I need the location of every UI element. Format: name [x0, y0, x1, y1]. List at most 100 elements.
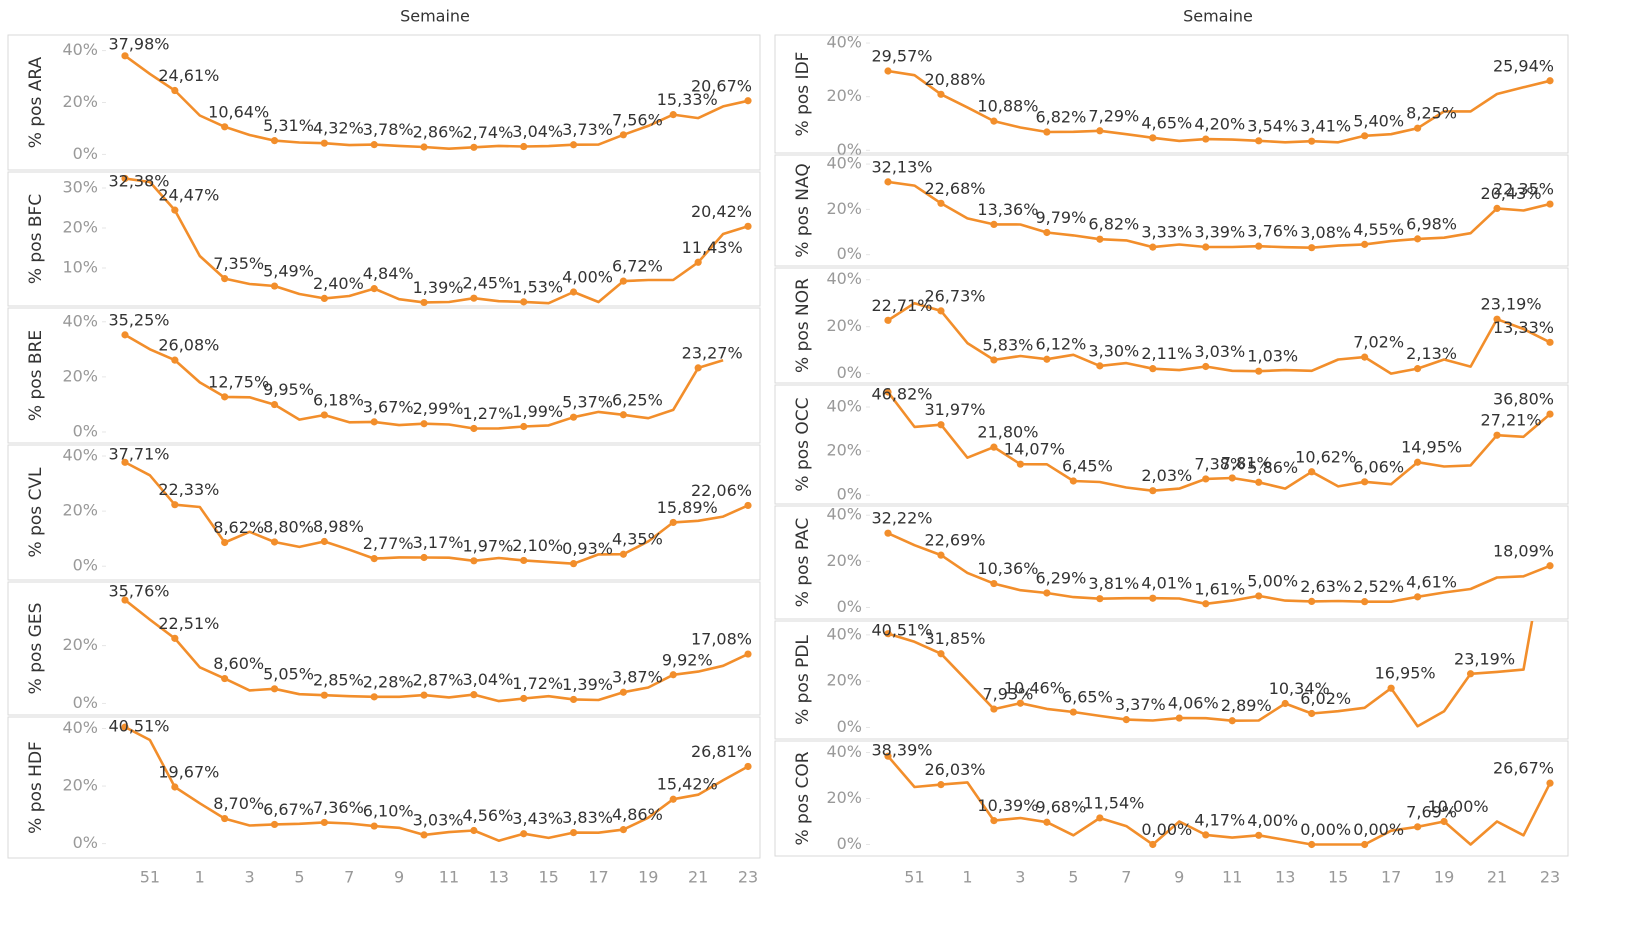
value-label: 8,62% — [213, 518, 264, 537]
value-label: 3,37% — [1115, 695, 1166, 714]
x-tick-label: 13 — [1275, 868, 1295, 887]
point — [420, 420, 428, 428]
panel-frame — [7, 444, 761, 581]
point — [470, 557, 478, 565]
panel-plot — [884, 388, 1554, 495]
point — [1546, 338, 1554, 346]
value-label: 7,02% — [1353, 333, 1404, 352]
point — [1414, 593, 1422, 601]
panel-plot — [121, 174, 752, 306]
point — [1016, 699, 1024, 707]
y-tick-label: 20% — [826, 199, 862, 218]
value-label: 2,52% — [1353, 577, 1404, 596]
value-label: 9,92% — [662, 650, 713, 669]
y-tick-label: 0% — [837, 485, 862, 504]
value-label: 23,19% — [1481, 295, 1542, 314]
value-label: 1,61% — [1194, 579, 1245, 598]
value-label: 10,64% — [208, 102, 269, 121]
point — [420, 691, 428, 699]
panel-plot — [121, 458, 752, 568]
value-label: 3,33% — [1141, 223, 1192, 242]
value-label: 7,29% — [1088, 106, 1139, 125]
x-tick-label: 11 — [439, 868, 459, 887]
point — [569, 413, 578, 421]
value-label: 8,80% — [263, 517, 314, 536]
point — [1546, 410, 1554, 418]
point — [470, 424, 478, 433]
value-label: 1,99% — [512, 402, 563, 421]
y-tick-label: 40% — [826, 154, 862, 173]
y-axis-title: % pos NAQ — [793, 163, 813, 257]
point — [370, 693, 378, 701]
line — [124, 725, 749, 842]
value-label: 24,61% — [158, 66, 219, 85]
value-label: 0,00% — [1300, 820, 1351, 839]
y-axis-title: % pos BFC — [26, 194, 46, 284]
value-label: 40,51% — [108, 717, 169, 736]
value-label: 1,27% — [462, 404, 513, 423]
value-label: 13,36% — [977, 200, 1038, 219]
point — [937, 199, 945, 207]
value-label: 2,74% — [462, 123, 513, 142]
value-label: 10,36% — [977, 559, 1038, 578]
point — [744, 650, 752, 658]
y-tick-label: 0% — [837, 140, 862, 159]
value-label: 26,03% — [924, 760, 985, 779]
value-label: 4,01% — [1141, 574, 1192, 593]
point — [1016, 460, 1024, 468]
point — [1308, 709, 1316, 718]
point — [1361, 840, 1369, 849]
point — [520, 830, 528, 838]
y-tick-label: 40% — [62, 40, 98, 59]
value-label: 3,81% — [1088, 574, 1139, 593]
point — [1255, 242, 1263, 250]
value-label: 5,86% — [1247, 458, 1298, 477]
value-label: 4,06% — [1168, 694, 1219, 713]
line — [887, 180, 1551, 249]
point — [121, 723, 129, 731]
y-tick-label: 0% — [73, 144, 98, 163]
line — [887, 532, 1551, 606]
x-tick-label: 7 — [344, 868, 354, 887]
value-label: 11,54% — [1083, 793, 1144, 812]
value-label: 3,03% — [413, 810, 464, 829]
point — [569, 560, 578, 568]
panel-plot — [884, 301, 1554, 375]
point — [1096, 235, 1104, 243]
panel-plot — [884, 752, 1554, 849]
panel-frame — [7, 716, 761, 859]
value-label: 9,79% — [1035, 208, 1086, 227]
value-label: 7,36% — [313, 798, 364, 817]
point — [619, 131, 628, 139]
point — [171, 86, 179, 95]
panel-plot — [884, 67, 1554, 145]
value-label: 26,67% — [1493, 759, 1554, 778]
value-label: 1,39% — [413, 278, 464, 297]
value-label: 7,56% — [612, 110, 663, 129]
value-label: 6,06% — [1353, 457, 1404, 476]
value-label: 26,08% — [158, 336, 219, 355]
line — [887, 621, 1534, 728]
point — [937, 307, 945, 315]
point — [884, 529, 892, 537]
value-label: 1,03% — [1247, 347, 1298, 366]
value-label: 38,39% — [871, 741, 932, 760]
value-label: 2,77% — [363, 534, 414, 553]
panel-frame — [7, 581, 761, 716]
value-label: 7,35% — [213, 254, 264, 273]
point — [1255, 592, 1263, 600]
point — [884, 752, 892, 760]
line — [124, 54, 749, 150]
value-label: 20,67% — [691, 76, 752, 95]
y-tick-label: 0% — [837, 834, 862, 853]
point — [520, 142, 528, 151]
value-label: 22,68% — [924, 179, 985, 198]
value-label: 5,49% — [263, 262, 314, 281]
value-label: 23,27% — [682, 343, 743, 362]
point — [370, 822, 378, 830]
x-tick-label: 21 — [688, 868, 708, 887]
value-label: 35,25% — [108, 310, 169, 329]
x-tick-label: 7 — [1121, 868, 1131, 887]
y-tick-label: 40% — [826, 742, 862, 761]
